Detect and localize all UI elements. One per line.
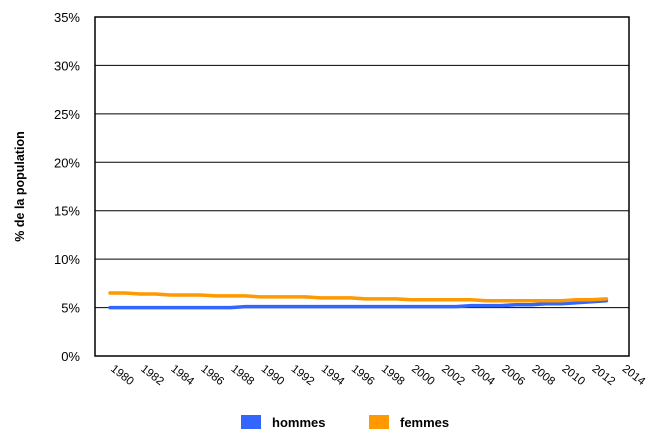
legend-label-femmes: femmes xyxy=(400,415,449,430)
series-lines xyxy=(108,291,609,310)
y-tick-label: 25% xyxy=(54,107,80,122)
legend-label-hommes: hommes xyxy=(272,415,325,430)
x-tick-label: 1986 xyxy=(198,363,226,388)
y-tick-label: 15% xyxy=(54,204,80,219)
x-tick-label: 1990 xyxy=(259,363,287,388)
x-tick-label: 1994 xyxy=(319,363,347,389)
x-tick-label: 2014 xyxy=(620,363,648,389)
x-tick-label: 1996 xyxy=(349,363,377,388)
x-axis-ticks: 1980 1982 1984 1986 1988 1990 1992 1994 1996 1998… xyxy=(108,363,647,389)
plot-area xyxy=(94,16,630,357)
y-tick-label: 30% xyxy=(54,58,80,73)
x-tick-label: 2000 xyxy=(409,363,437,388)
y-tick-label: 35% xyxy=(54,10,80,25)
y-tick-label: 10% xyxy=(54,252,80,267)
x-tick-label: 2006 xyxy=(499,363,527,388)
x-tick-label: 2004 xyxy=(469,363,497,389)
gridlines xyxy=(95,64,629,309)
x-tick-label: 2008 xyxy=(529,363,557,388)
series-line-femmes xyxy=(108,291,609,303)
y-axis-ticks: 0% 5% 10% 15% 20% 25% 30% 35% xyxy=(54,10,80,364)
y-tick-label: 5% xyxy=(61,301,80,316)
legend-swatch-hommes xyxy=(241,415,261,429)
x-tick-label: 1992 xyxy=(289,363,317,388)
legend: hommes femmes xyxy=(241,415,449,430)
y-tick-label: 0% xyxy=(61,349,80,364)
series-line-hommes xyxy=(108,299,609,310)
legend-swatch-femmes xyxy=(369,415,389,429)
x-tick-label: 2010 xyxy=(559,363,587,388)
y-tick-label: 20% xyxy=(54,155,80,170)
x-tick-label: 1982 xyxy=(138,363,166,388)
y-axis-label: % de la population xyxy=(13,131,27,241)
x-tick-label: 2002 xyxy=(439,363,467,388)
x-tick-label: 2012 xyxy=(590,363,618,388)
x-tick-label: 1988 xyxy=(229,363,257,388)
x-tick-label: 1980 xyxy=(108,363,136,388)
x-tick-label: 1984 xyxy=(168,363,196,389)
x-tick-label: 1998 xyxy=(379,363,407,388)
